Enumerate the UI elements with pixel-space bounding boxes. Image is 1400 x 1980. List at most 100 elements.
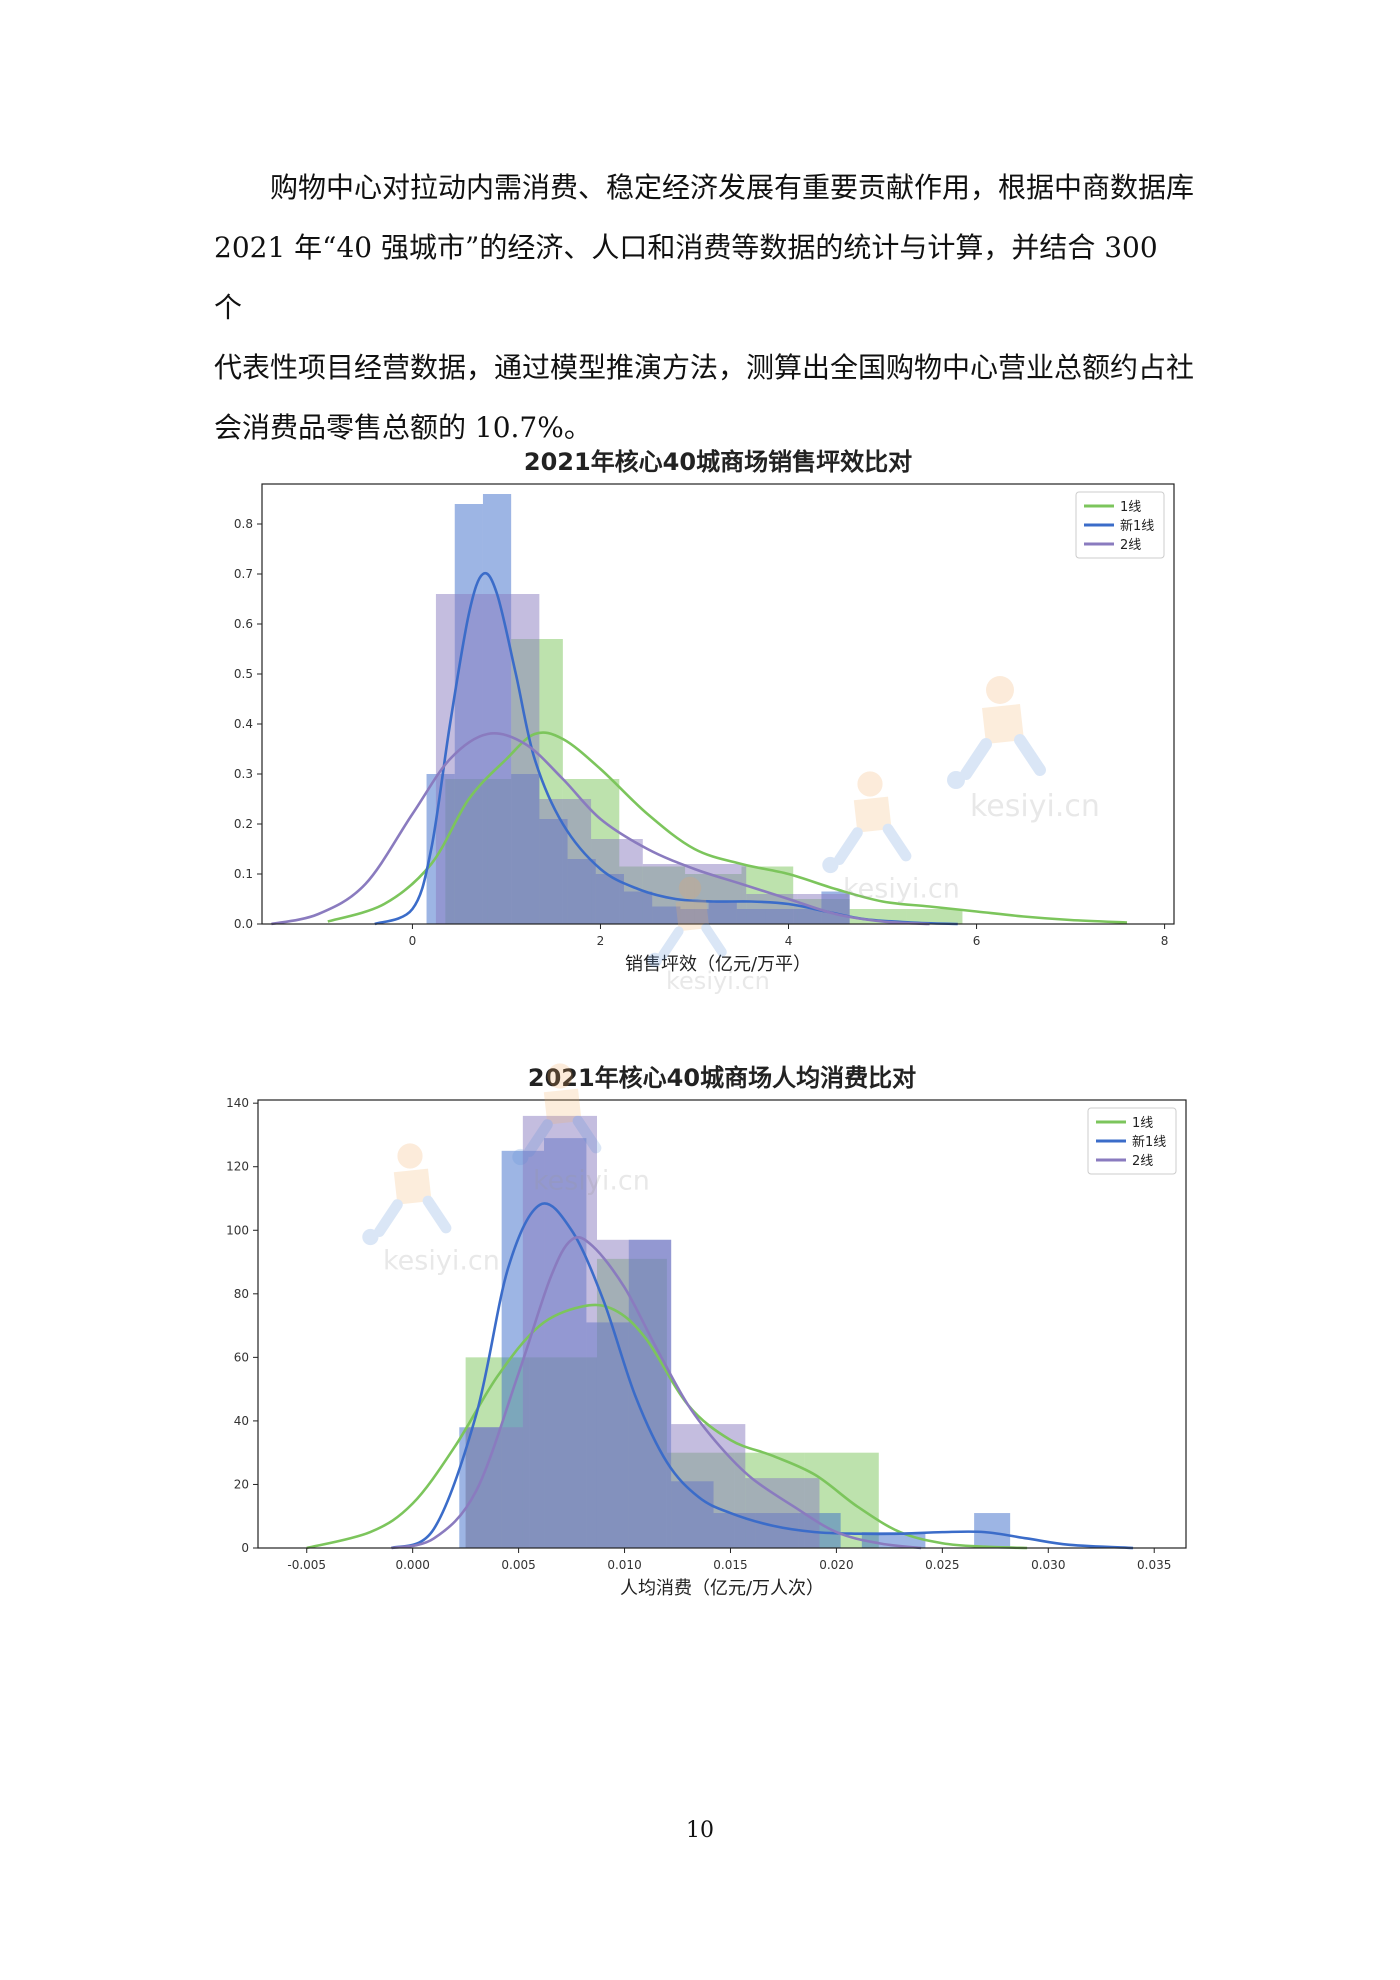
chart-title: 2021年核心40城商场销售坪效比对 xyxy=(524,448,912,476)
watermark-ball xyxy=(822,856,839,874)
watermark-text: kesiyi.cn xyxy=(970,789,1100,824)
y-tick-label: 0.7 xyxy=(234,567,253,581)
histogram-bar-3 xyxy=(539,799,592,924)
y-tick-label: 0 xyxy=(241,1541,249,1555)
y-tick-label: 0.0 xyxy=(234,917,253,931)
watermark-head xyxy=(857,771,883,797)
x-tick-label: 0.015 xyxy=(713,1558,747,1572)
histogram-bars xyxy=(426,494,963,924)
body-paragraph: 购物中心对拉动内需消费、稳定经济发展有重要贡献作用，根据中商数据库 2021 年… xyxy=(214,158,1194,458)
chart-title: 2021年核心40城商场人均消费比对 xyxy=(528,1064,916,1092)
x-tick-label: -0.005 xyxy=(287,1558,326,1572)
watermark-legs xyxy=(523,1115,602,1158)
y-tick-label: 0.8 xyxy=(234,517,253,531)
kde-line-3 xyxy=(391,1236,922,1550)
y-tick-label: 140 xyxy=(226,1096,249,1110)
sales-efficiency-chart: 2021年核心40城商场销售坪效比对 0 2 4 6 8 0.0 0.1 0.2 0.3 0.4 0.… xyxy=(0,440,1400,1024)
y-axis: 0.0 0.1 0.2 0.3 0.4 0.5 0.6 0.7 0.8 xyxy=(234,517,262,931)
y-tick-label: 20 xyxy=(234,1477,249,1491)
watermark-logo: kesiyi.cn xyxy=(362,1143,500,1276)
x-tick-label: 0.000 xyxy=(395,1558,429,1572)
kde-line-1 xyxy=(306,1303,1028,1550)
x-axis-label: 销售坪效（亿元/万平） xyxy=(625,954,811,975)
x-tick-label: 6 xyxy=(973,934,981,948)
watermark-ball xyxy=(647,952,662,968)
per-capita-spending-chart: 2021年核心40城商场人均消费比对 -0.005 0.000 0.005 0.010 0… xyxy=(0,1052,1400,1616)
watermark-head xyxy=(547,1063,573,1089)
legend-box xyxy=(1087,1107,1177,1175)
legend-label-1: 1线 xyxy=(1132,1116,1153,1131)
y-tick-label: 0.6 xyxy=(234,617,253,631)
kde-lines xyxy=(271,571,1128,926)
legend-label-2: 新1线 xyxy=(1132,1134,1166,1150)
watermark-ball xyxy=(947,771,965,789)
watermark-logo: kesiyi.cn xyxy=(647,876,770,995)
y-tick-label: 40 xyxy=(234,1414,249,1428)
watermark-text: kesiyi.cn xyxy=(843,873,960,904)
watermark-logo: kesiyi.cn xyxy=(512,1063,650,1196)
histogram-bar-2 xyxy=(974,1513,1011,1548)
x-tick-label: 0.020 xyxy=(819,1558,853,1572)
legend-box xyxy=(1075,491,1165,559)
histogram-bar-3 xyxy=(522,1115,597,1548)
watermark-body xyxy=(543,1088,582,1125)
watermark-logo: kesiyi.cn xyxy=(947,676,1100,824)
y-tick-label: 100 xyxy=(226,1223,249,1237)
x-tick-label: 0.035 xyxy=(1137,1558,1171,1572)
paragraph-line: 代表性项目经营数据，通过模型推演方法，测算出全国购物中心营业总额约占社 xyxy=(214,351,1195,384)
watermark-ball xyxy=(362,1228,379,1246)
kde-lines xyxy=(306,1202,1134,1550)
x-tick-label: 4 xyxy=(785,934,793,948)
histogram-bar-3 xyxy=(671,1424,746,1548)
histogram-bar-3 xyxy=(487,594,540,924)
histogram-bar-3 xyxy=(591,839,643,924)
legend-label-1: 1线 xyxy=(1120,500,1141,515)
plot-area xyxy=(257,1099,1187,1550)
plot-frame xyxy=(261,483,1175,925)
watermark-head xyxy=(678,876,702,900)
y-tick-label: 0.4 xyxy=(234,717,253,731)
x-tick-label: 0.005 xyxy=(501,1558,535,1572)
kde-line-2 xyxy=(390,1202,1134,1550)
legend-label-2: 新1线 xyxy=(1120,518,1154,534)
paragraph-line: 购物中心对拉动内需消费、稳定经济发展有重要贡献作用，根据中商数据库 xyxy=(270,171,1195,204)
x-axis: 0 2 4 6 8 xyxy=(409,924,1168,948)
watermark-logo: kesiyi.cn xyxy=(822,771,960,904)
watermark-text: kesiyi.cn xyxy=(533,1165,650,1196)
y-axis: 0 20 40 60 80 100 120 140 xyxy=(226,1096,258,1555)
kde-line-3 xyxy=(271,732,930,926)
watermark-text: kesiyi.cn xyxy=(666,967,770,995)
histogram-bars xyxy=(459,1115,1011,1548)
y-tick-label: 80 xyxy=(234,1287,249,1301)
x-tick-label: 0.030 xyxy=(1031,1558,1065,1572)
watermark-legs xyxy=(960,734,1046,780)
y-tick-label: 120 xyxy=(226,1160,249,1174)
y-tick-label: 60 xyxy=(234,1350,249,1364)
x-tick-label: 2 xyxy=(597,934,605,948)
y-tick-label: 0.5 xyxy=(234,667,253,681)
watermark-ball xyxy=(512,1148,529,1166)
watermark-body xyxy=(982,704,1024,744)
kde-line-2 xyxy=(374,571,958,926)
watermark-text: kesiyi.cn xyxy=(383,1245,500,1276)
kde-line-1 xyxy=(327,731,1128,924)
x-tick-label: 0.010 xyxy=(607,1558,641,1572)
histogram-bar-3 xyxy=(797,894,850,924)
legend-label-3: 2线 xyxy=(1120,538,1141,553)
paragraph-line: 会消费品零售总额的 10.7%。 xyxy=(214,411,592,444)
x-tick-label: 0 xyxy=(409,934,417,948)
plot-area xyxy=(261,483,1175,926)
per-capita-spending-chart-svg: 2021年核心40城商场人均消费比对 -0.005 0.000 0.005 0.010 0… xyxy=(226,1063,1187,1599)
paragraph-line: 2021 年“40 强城市”的经济、人口和消费等数据的统计与计算，并结合 300… xyxy=(214,231,1158,324)
plot-background xyxy=(262,484,1174,924)
y-tick-label: 0.1 xyxy=(234,867,253,881)
x-axis-label: 人均消费（亿元/万人次） xyxy=(620,1578,824,1599)
watermark-head xyxy=(397,1143,423,1169)
x-axis: -0.005 0.000 0.005 0.010 0.015 0.020 0.025 0.03… xyxy=(287,1548,1171,1572)
x-tick-label: 0.025 xyxy=(925,1558,959,1572)
watermark-body xyxy=(675,899,710,932)
y-tick-label: 0.2 xyxy=(234,817,253,831)
histogram-bar-1 xyxy=(906,909,963,924)
